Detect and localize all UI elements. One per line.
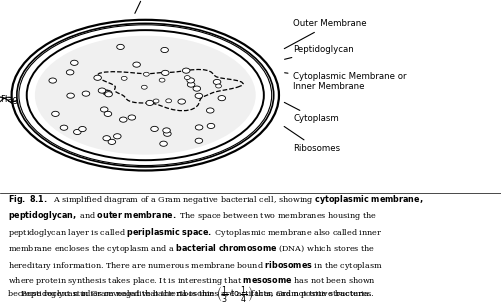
Circle shape	[151, 126, 158, 131]
Circle shape	[195, 93, 202, 99]
Circle shape	[108, 139, 116, 145]
Circle shape	[206, 108, 214, 113]
Circle shape	[161, 47, 168, 52]
Circle shape	[103, 90, 110, 95]
Circle shape	[74, 129, 81, 135]
Circle shape	[215, 84, 221, 88]
Circle shape	[178, 99, 185, 104]
Circle shape	[182, 68, 190, 73]
Circle shape	[49, 78, 57, 83]
Circle shape	[117, 44, 124, 49]
Circle shape	[146, 100, 154, 106]
Circle shape	[128, 115, 136, 120]
Circle shape	[67, 93, 74, 98]
Circle shape	[153, 99, 159, 103]
Circle shape	[71, 60, 78, 65]
Text: Flagellum: Flagellum	[0, 95, 42, 104]
Circle shape	[98, 88, 106, 93]
Circle shape	[160, 141, 167, 146]
Circle shape	[104, 111, 112, 117]
Ellipse shape	[17, 23, 274, 167]
Text: Cytoplasmic Membrane or
Inner Membrane: Cytoplasmic Membrane or Inner Membrane	[285, 72, 407, 91]
Circle shape	[66, 70, 74, 75]
Circle shape	[195, 125, 203, 130]
Circle shape	[121, 76, 127, 80]
Ellipse shape	[27, 30, 264, 160]
Circle shape	[120, 117, 127, 122]
Circle shape	[60, 125, 68, 130]
Text: Cytoplasm: Cytoplasm	[285, 102, 339, 124]
Ellipse shape	[19, 25, 272, 166]
Circle shape	[193, 86, 200, 91]
Circle shape	[166, 99, 171, 103]
Circle shape	[143, 72, 149, 76]
Circle shape	[187, 78, 194, 83]
Circle shape	[104, 91, 112, 95]
Text: Ribosomes: Ribosomes	[284, 127, 341, 153]
Circle shape	[82, 91, 90, 96]
Circle shape	[159, 78, 165, 82]
Text: Peptidoglycan in Gram negative bacteria is thin $\left(\dfrac{1}{3}\ \mathrm{to}: Peptidoglycan in Gram negative bacteria …	[20, 284, 372, 305]
Circle shape	[195, 138, 203, 143]
Circle shape	[114, 134, 121, 139]
Circle shape	[163, 128, 170, 133]
Text: Peptidoglycan: Peptidoglycan	[285, 45, 354, 59]
Text: $\mathbf{Fig.\ 8.1.}$$\ $ A simplified diagram of a Gram negative bacterial cell: $\mathbf{Fig.\ 8.1.}$$\ $ A simplified d…	[8, 192, 423, 298]
Text: Outer Membrane: Outer Membrane	[284, 19, 367, 48]
Circle shape	[184, 76, 190, 80]
Circle shape	[52, 111, 59, 117]
Circle shape	[133, 62, 140, 67]
Circle shape	[79, 127, 86, 132]
Circle shape	[213, 79, 221, 84]
Circle shape	[94, 75, 101, 80]
Circle shape	[187, 82, 195, 87]
Circle shape	[103, 136, 110, 141]
Circle shape	[164, 131, 171, 136]
Ellipse shape	[12, 20, 279, 170]
Ellipse shape	[35, 36, 256, 155]
Circle shape	[141, 85, 147, 89]
Circle shape	[207, 124, 215, 128]
Circle shape	[218, 95, 225, 101]
Text: Bacterial Chromosome (DNA): Bacterial Chromosome (DNA)	[82, 0, 208, 13]
Circle shape	[161, 70, 169, 75]
Circle shape	[100, 107, 108, 112]
Circle shape	[105, 92, 112, 97]
